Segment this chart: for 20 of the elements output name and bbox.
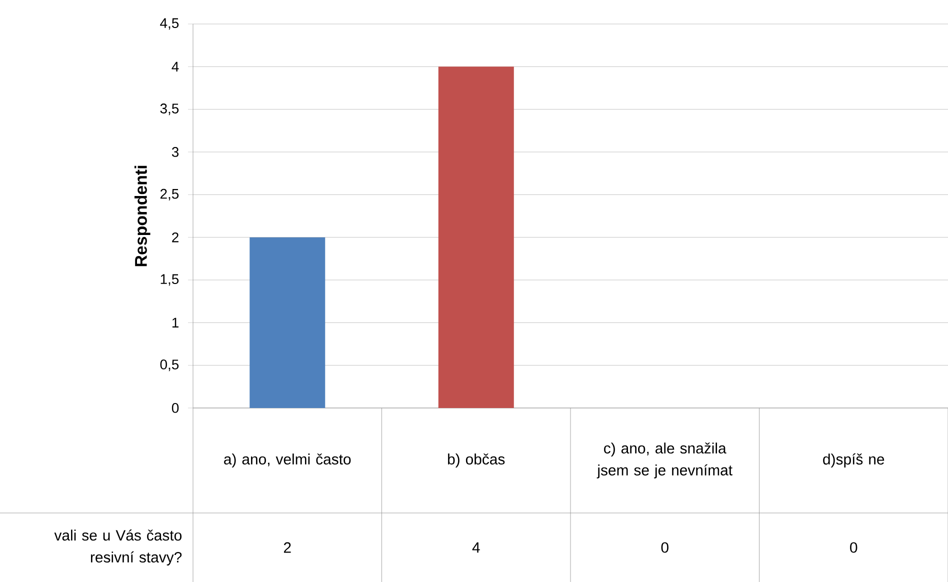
data-label: 0 [661, 542, 668, 553]
y-tick-label: 1,5 [160, 274, 179, 286]
text: vali se u Vás často resivní stavy? [54, 529, 182, 566]
data-label: 2 [284, 542, 291, 553]
y-tick-label: 4,5 [160, 18, 179, 30]
y-axis-title: Respondenti [134, 166, 150, 266]
x-tick-label: c) ano, ale snažila jsem se je nevnímat [596, 442, 732, 478]
y-tick-label: 0 [172, 403, 179, 413]
x-tick-label: a) ano, velmi často [224, 454, 351, 468]
y-tick-label: 0,5 [160, 360, 179, 372]
y-tick-label: 3,5 [160, 104, 179, 116]
y-tick-label: 1 [172, 318, 178, 328]
data-label: 4 [472, 542, 480, 553]
y-tick-label: 2,5 [160, 188, 179, 200]
y-tick-label: 3 [172, 147, 179, 157]
y-tick-label: 4 [172, 62, 179, 72]
data-label: 0 [850, 542, 858, 553]
x-tick-label: b) občas [448, 454, 505, 468]
y-tick-label: 2 [172, 232, 178, 242]
x-tick-label: d)spíš ne [823, 453, 884, 468]
